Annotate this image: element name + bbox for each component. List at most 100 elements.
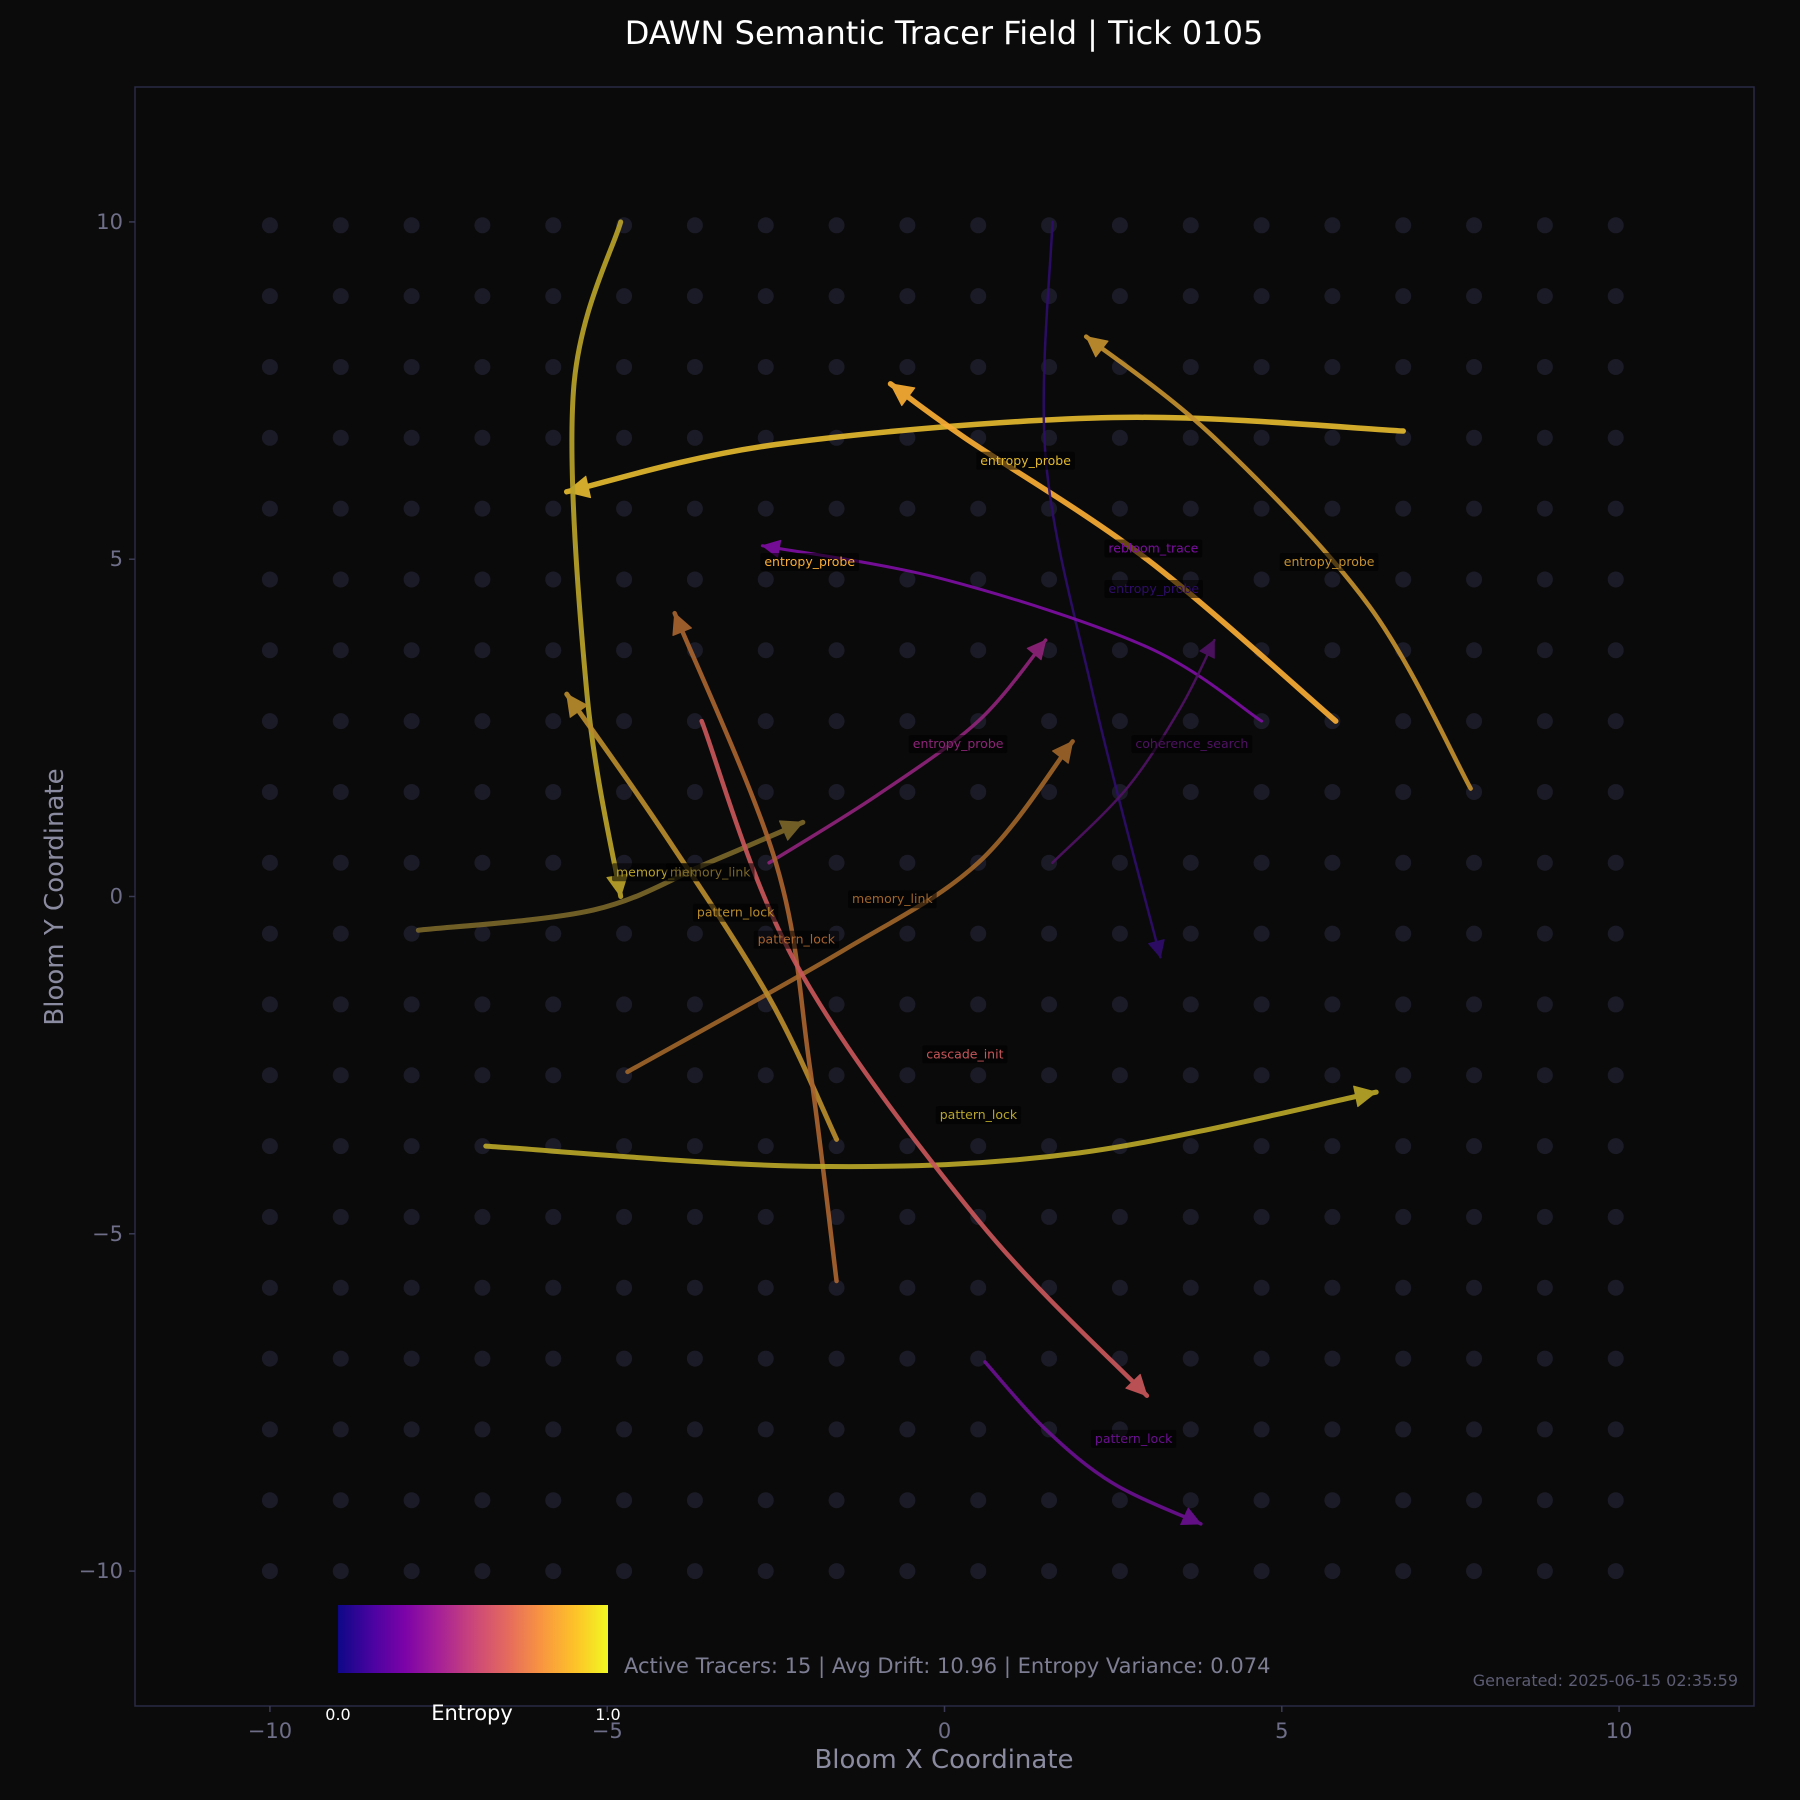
grid-dot: [332, 713, 349, 730]
grid-dot: [1395, 925, 1412, 942]
grid-dot: [686, 1279, 703, 1296]
grid-dot: [1607, 358, 1624, 375]
tracer-2: [887, 381, 1339, 724]
tracer-label-bg: [753, 930, 840, 949]
tracer-path: [1083, 334, 1473, 791]
grid-dot: [1182, 217, 1199, 234]
tracer-label-3: entropy_probe: [1279, 552, 1379, 571]
tracer-arrowhead: [1199, 639, 1215, 659]
grid-dot: [474, 783, 491, 800]
grid-dot: [616, 358, 633, 375]
grid-dot: [1041, 713, 1058, 730]
grid-dot: [332, 1138, 349, 1155]
grid-dot: [261, 1563, 278, 1580]
grid-dot: [1466, 1208, 1483, 1225]
tracer-label-bg: [1090, 1429, 1177, 1448]
grid-dot: [1466, 713, 1483, 730]
colorbar-title: Entropy: [431, 1701, 513, 1725]
tracer-8: [625, 739, 1075, 1075]
grid-dot: [403, 1421, 420, 1438]
grid-dot: [616, 500, 633, 517]
tracer-label-text: pattern_lock: [1095, 1431, 1173, 1446]
grid-dot: [1253, 854, 1270, 871]
grid-dot: [1607, 500, 1624, 517]
grid-dot: [474, 925, 491, 942]
grid-dot: [970, 1138, 987, 1155]
grid-dot: [1536, 1350, 1553, 1367]
grid-dot: [1466, 429, 1483, 446]
grid-dot: [474, 1350, 491, 1367]
grid-dot: [828, 1421, 845, 1438]
grid-dot: [757, 713, 774, 730]
grid-dot: [686, 925, 703, 942]
grid-dot: [757, 571, 774, 588]
tracer-label-text: pattern_lock: [940, 1107, 1018, 1122]
grid-dot: [1182, 429, 1199, 446]
grid-dot: [545, 783, 562, 800]
tracer-path: [1051, 638, 1216, 865]
grid-dot: [403, 1067, 420, 1084]
grid-dot: [899, 925, 916, 942]
grid-dot: [1324, 1492, 1341, 1509]
grid-dot: [1041, 1067, 1058, 1084]
grid-dot: [899, 429, 916, 446]
grid-dot: [545, 571, 562, 588]
grid-dot: [545, 713, 562, 730]
grid-dot: [1111, 925, 1128, 942]
tracer-path: [563, 414, 1406, 495]
grid-dot: [686, 1421, 703, 1438]
colorbar: 0.0 Entropy 1.0: [325, 1605, 621, 1725]
grid-dot: [1607, 288, 1624, 305]
grid-dot: [1111, 217, 1128, 234]
grid-dot: [1041, 1138, 1058, 1155]
grid-dot: [1324, 1279, 1341, 1296]
grid-dot: [828, 358, 845, 375]
grid-dot: [332, 500, 349, 517]
grid-dot: [1466, 1492, 1483, 1509]
grid-dot: [616, 996, 633, 1013]
grid-dot: [970, 1067, 987, 1084]
grid-dot: [686, 288, 703, 305]
tracer-label-14: pattern_lock: [1090, 1429, 1177, 1448]
grid-dot: [970, 500, 987, 517]
grid-dot: [686, 1208, 703, 1225]
grid-dot: [616, 783, 633, 800]
grid-dot: [616, 1421, 633, 1438]
grid-dot: [261, 429, 278, 446]
grid-dot: [899, 500, 916, 517]
grid-dot: [1041, 1208, 1058, 1225]
grid-dot: [332, 288, 349, 305]
grid-dot: [1253, 358, 1270, 375]
tracer-arrowhead: [1125, 1373, 1148, 1397]
grid-dot: [1607, 713, 1624, 730]
tracer-path: [483, 1089, 1379, 1170]
grid-dot: [1253, 925, 1270, 942]
grid-dot: [1111, 996, 1128, 1013]
grid-dot: [261, 1138, 278, 1155]
grid-dot: [474, 642, 491, 659]
grid-dot: [616, 288, 633, 305]
grid-dot: [1182, 1138, 1199, 1155]
grid-dot: [828, 500, 845, 517]
tracer-label-bg: [1131, 735, 1253, 754]
grid-dot: [332, 1350, 349, 1367]
grid-dot: [1182, 854, 1199, 871]
grid-dot: [474, 1067, 491, 1084]
grid-dot: [828, 783, 845, 800]
grid-dot: [261, 288, 278, 305]
x-axis-label: Bloom X Coordinate: [814, 1745, 1073, 1775]
grid-dot: [899, 571, 916, 588]
grid-dot: [686, 571, 703, 588]
grid-dot: [1041, 642, 1058, 659]
grid-dot: [545, 288, 562, 305]
tracer-arrowhead: [1353, 1085, 1377, 1108]
grid-dot: [899, 217, 916, 234]
generated-timestamp: Generated: 2025-06-15 02:35:59: [1473, 1671, 1738, 1690]
grid-dot: [1466, 1279, 1483, 1296]
grid-dot: [899, 713, 916, 730]
grid-dot: [545, 358, 562, 375]
tracer-label-bg: [665, 863, 755, 882]
grid-dot: [1395, 1350, 1412, 1367]
grid-dot: [1466, 288, 1483, 305]
